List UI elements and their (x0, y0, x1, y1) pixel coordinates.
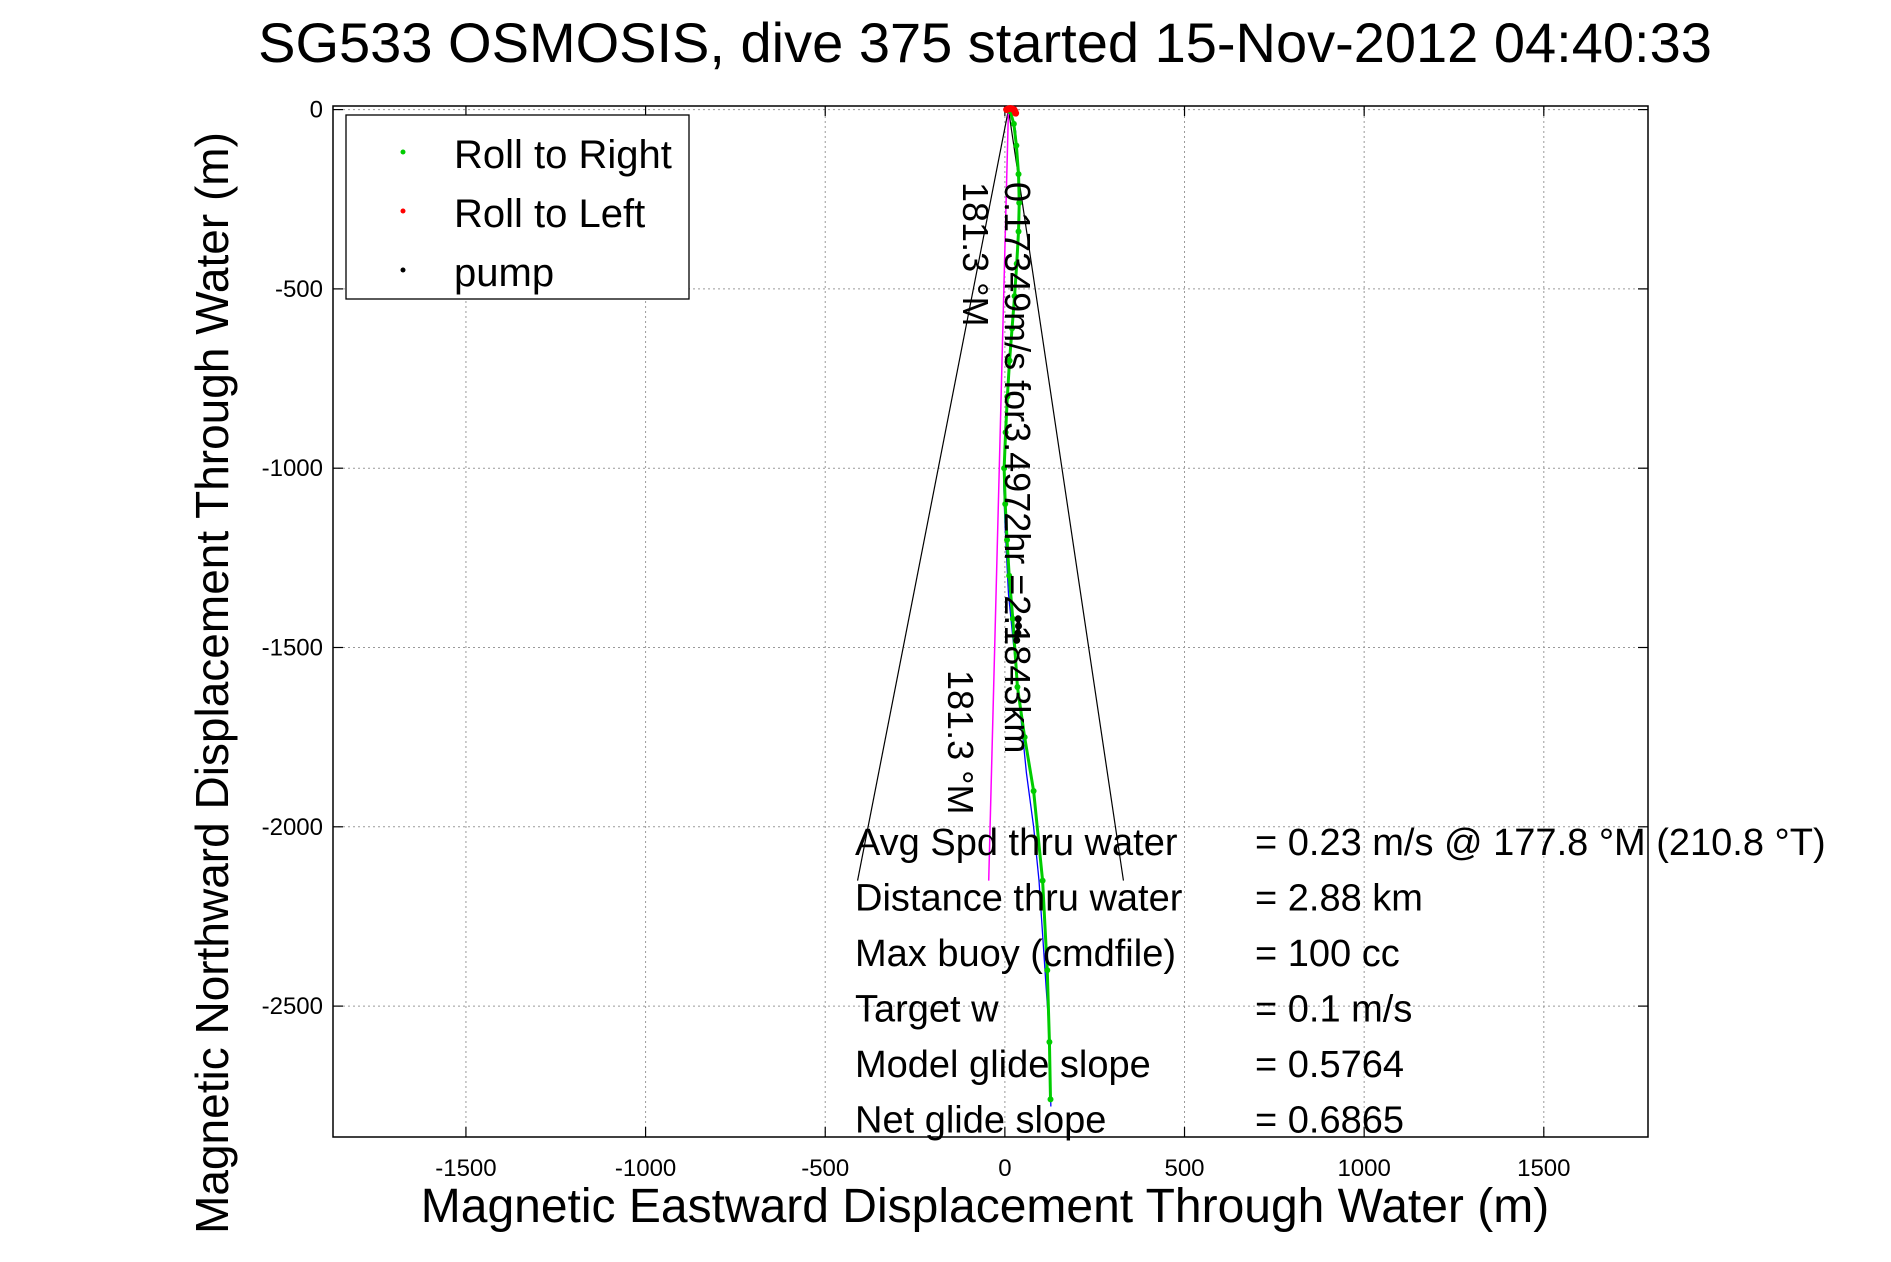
x-tick-label: 1500 (1517, 1155, 1570, 1182)
heading-label: 181.3 °M (955, 182, 996, 326)
data-point (1006, 357, 1013, 364)
data-point (1014, 615, 1022, 623)
data-point (1004, 393, 1011, 400)
series-line (1014, 618, 1021, 641)
data-marks (856, 105, 1125, 1107)
legend-label: pump (454, 251, 554, 295)
stat-value: = 0.6865 (1255, 1100, 1404, 1142)
legend-label: Roll to Left (454, 192, 645, 236)
y-tick-label: -2500 (262, 993, 323, 1020)
cone-line (1007, 109, 1125, 881)
data-point (1009, 615, 1016, 622)
data-point (1013, 142, 1020, 149)
stat-value: = 0.23 m/s @ 177.8 °M (210.8 °T) (1255, 822, 1826, 864)
axis-ticks: -1500 -1000 -500 0 500 1000 1500 0 -500 -1000 -150… (262, 97, 1648, 1182)
legend-marker (400, 149, 406, 155)
data-point (1021, 734, 1028, 741)
chart-title: SG533 OSMOSIS, dive 375 started 15-Nov-2… (258, 11, 1712, 74)
x-axis-label: Magnetic Eastward Displacement Through W… (421, 1180, 1549, 1233)
y-tick-label: 0 (310, 97, 323, 124)
current-line (987, 109, 1010, 881)
x-tick-label: 500 (1164, 1155, 1204, 1182)
x-tick-label: 0 (998, 1155, 1011, 1182)
stat-value: = 2.88 km (1255, 878, 1423, 920)
y-tick-label: -500 (275, 276, 323, 303)
data-point (1001, 465, 1008, 472)
data-point (1015, 622, 1023, 630)
data-point (1009, 325, 1016, 332)
stat-label: Target w (855, 989, 999, 1031)
stat-label: Model glide slope (855, 1044, 1151, 1086)
y-tick-label: -1000 (262, 455, 323, 482)
legend-label: Roll to Right (454, 133, 672, 177)
series-line (1002, 110, 1053, 1100)
x-tick-label: -1500 (435, 1155, 496, 1182)
data-point (1004, 536, 1011, 543)
data-point (1014, 683, 1021, 690)
data-point (1039, 877, 1046, 884)
y-tick-label: -1500 (262, 634, 323, 661)
data-point (1002, 501, 1009, 508)
stat-value: = 100 cc (1255, 933, 1400, 975)
data-point (1015, 228, 1022, 235)
data-point (1002, 429, 1009, 436)
stat-value: = 0.5764 (1255, 1044, 1404, 1086)
legend: Roll to Right Roll to Left pump (345, 114, 690, 300)
data-point (1044, 967, 1051, 974)
data-point (1014, 629, 1022, 637)
data-point (1011, 293, 1018, 300)
data-point (1046, 1038, 1053, 1045)
legend-marker (400, 208, 406, 214)
data-point (1047, 1096, 1054, 1103)
data-point (1012, 109, 1020, 117)
data-point (1010, 120, 1017, 127)
data-point (1013, 260, 1020, 267)
stat-label: Net glide slope (855, 1100, 1106, 1142)
y-tick-label: -2000 (262, 814, 323, 841)
x-tick-label: -500 (801, 1155, 849, 1182)
cone-line (856, 109, 1010, 881)
data-point (1016, 199, 1023, 206)
stat-label: Avg Spd thru water (855, 822, 1178, 864)
plot-area (332, 105, 1649, 1138)
data-point (1013, 636, 1021, 644)
data-point (1006, 572, 1013, 579)
x-tick-label: -1000 (615, 1155, 676, 1182)
y-axis-label: Magnetic Northward Displacement Through … (186, 132, 238, 1234)
stat-label: Max buoy (cmdfile) (855, 933, 1176, 975)
x-tick-label: 1000 (1337, 1155, 1390, 1182)
stat-value: = 0.1 m/s (1255, 989, 1412, 1031)
stat-label: Distance thru water (855, 878, 1183, 920)
data-point (1030, 787, 1037, 794)
track-speed-label: 0.17349m/s for3.4972hr =2.1843km (997, 182, 1038, 753)
data-point (1015, 171, 1022, 178)
heading-label: 181.3 °M (940, 670, 981, 814)
legend-marker (400, 267, 406, 273)
